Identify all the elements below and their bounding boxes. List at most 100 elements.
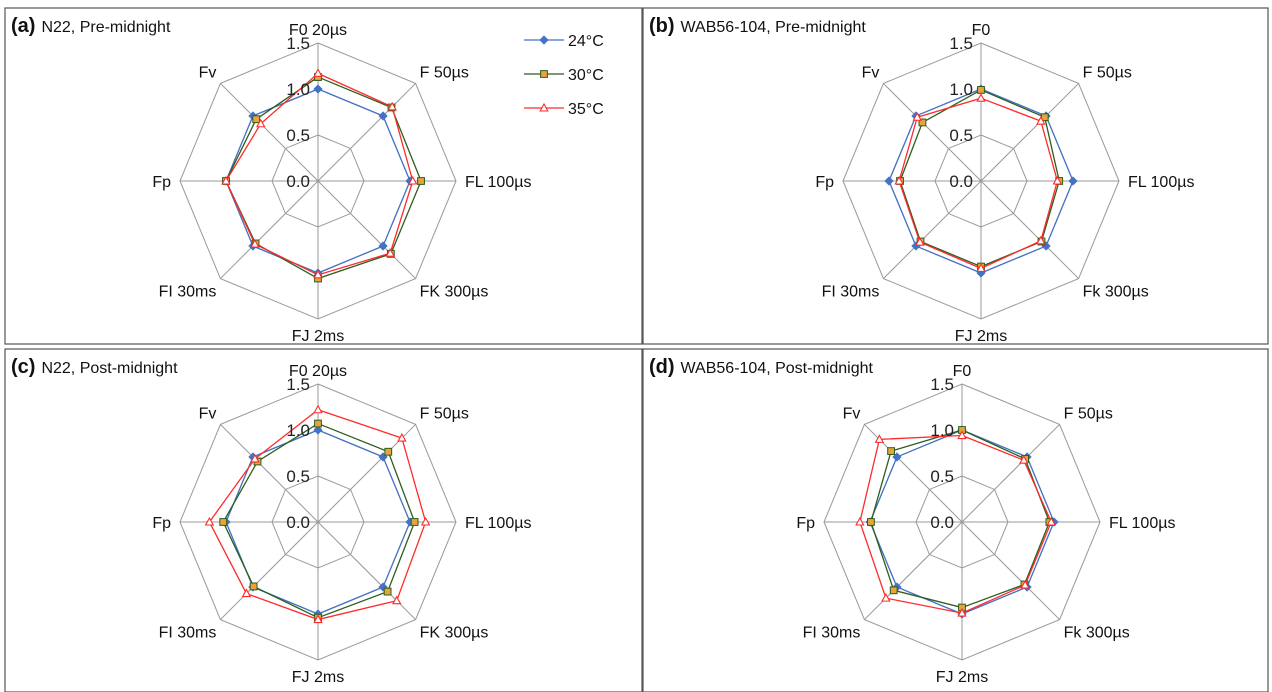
radar-panel: 0.0 0.5 1.0 1.5F0 F 50µs FL 100µs Fk 300µs FJ 2… [642, 348, 1269, 692]
axis-category-label: FI 30ms [159, 284, 217, 301]
data-point [889, 586, 898, 595]
panel-title-text: WAB56-104, Post-midnight [681, 360, 874, 377]
data-point [391, 595, 402, 605]
data-point [314, 419, 322, 428]
data-point [387, 101, 397, 111]
data-point [867, 518, 875, 526]
axis-category-label: FL 100µs [1109, 515, 1175, 532]
data-point [884, 176, 894, 186]
panel-letter: (d) [649, 356, 675, 378]
radar-panel: 0.0 0.5 1.0 1.5F0 20µs F 50µs FL 100µs FK 300µ… [4, 348, 643, 692]
data-point [313, 84, 323, 94]
data-point [397, 432, 407, 442]
legend-label: 30°C [568, 67, 604, 84]
radial-tick-label: 0.5 [286, 126, 310, 145]
axis-category-label: FK 300µs [420, 625, 489, 642]
axis-category-label: FJ 2ms [955, 328, 1007, 345]
radial-tick-label: 1.0 [930, 421, 954, 440]
data-point [976, 93, 986, 102]
data-point [855, 516, 865, 526]
radial-tick-label: 1.0 [949, 80, 973, 99]
data-point [912, 112, 922, 121]
radial-tick-label: 1.0 [286, 80, 310, 99]
axis-category-label: FI 30ms [803, 625, 861, 642]
axis-category-label: F0 [972, 22, 991, 39]
grid-spoke [220, 521, 319, 620]
data-point [313, 425, 323, 435]
axis-category-label: FJ 2ms [292, 669, 344, 686]
data-point [250, 453, 260, 463]
data-point [894, 175, 904, 185]
grid-spoke [317, 180, 416, 279]
data-point [1020, 579, 1030, 589]
data-point [313, 68, 323, 77]
data-point [1068, 176, 1078, 186]
radial-tick-label: 1.5 [949, 34, 973, 53]
grid-spoke [864, 521, 963, 620]
data-point [976, 263, 986, 272]
data-point [874, 434, 885, 443]
data-point [384, 447, 393, 456]
axis-category-label: Fv [862, 64, 880, 81]
grid-spoke [980, 83, 1079, 182]
panel-frame [642, 7, 1269, 345]
radial-tick-label: 1.5 [286, 375, 310, 394]
panel-title-text: N22, Post-midnight [41, 360, 178, 377]
data-point [408, 175, 418, 185]
axis-category-label: Fk 300µs [1064, 625, 1130, 642]
data-point [915, 236, 925, 246]
panel-title-text: N22, Pre-midnight [41, 19, 171, 36]
grid-spoke [883, 83, 982, 182]
axis-category-label: Fp [152, 515, 171, 532]
data-point [221, 175, 231, 185]
grid-spoke [220, 83, 319, 182]
radial-tick-label: 0.0 [930, 513, 954, 532]
radial-tick-label: 1.5 [930, 375, 954, 394]
data-point [313, 269, 323, 279]
panel-letter: (b) [649, 15, 675, 37]
data-point [539, 35, 549, 45]
legend: 24°C 30°C 35°C [524, 33, 604, 118]
radial-tick-label: 0.5 [949, 126, 973, 145]
data-point [219, 518, 228, 526]
axis-category-label: F0 20µs [289, 363, 347, 380]
axis-category-label: FJ 2ms [292, 328, 344, 345]
axis-category-label: FL 100µs [465, 174, 531, 191]
axis-category-label: Fp [815, 174, 834, 191]
data-point [957, 430, 967, 440]
data-point [410, 518, 419, 526]
data-point [1036, 115, 1046, 125]
radar-panel: 0.0 0.5 1.0 1.5F0 F 50µs FL 100µs Fk 300µs FJ 2… [642, 7, 1269, 345]
axis-category-label: FL 100µs [465, 515, 531, 532]
data-point [881, 592, 891, 602]
axis-category-label: FK 300µs [420, 284, 489, 301]
data-point [385, 248, 395, 257]
data-point [1036, 235, 1046, 245]
data-point [540, 70, 548, 78]
radar-panel: 0.0 0.5 1.0 1.5F0 20µs F 50µs FL 100µs FK 300µ… [4, 7, 643, 345]
radial-tick-label: 0.0 [949, 172, 973, 191]
panel-title: (c) N22, Post-midnight [11, 356, 178, 378]
data-point [252, 115, 261, 124]
data-point [417, 177, 425, 185]
data-point [378, 111, 388, 121]
axis-category-label: F 50µs [1064, 405, 1113, 422]
data-point [256, 118, 266, 128]
axis-category-label: FI 30ms [159, 625, 217, 642]
data-point [1052, 175, 1063, 185]
grid-spoke [317, 83, 416, 182]
data-point [887, 447, 895, 455]
axis-category-label: Fv [199, 405, 217, 422]
axis-category-label: FJ 2ms [936, 669, 988, 686]
data-point [383, 587, 392, 596]
data-point [539, 102, 549, 112]
grid-spoke [220, 424, 319, 523]
radial-tick-label: 0.5 [930, 467, 954, 486]
data-point [378, 241, 388, 251]
axis-category-label: FL 100µs [1128, 174, 1194, 191]
grid-spoke [961, 424, 1060, 523]
radial-tick-label: 1.0 [286, 421, 310, 440]
data-point [204, 516, 215, 526]
data-point [249, 582, 258, 591]
